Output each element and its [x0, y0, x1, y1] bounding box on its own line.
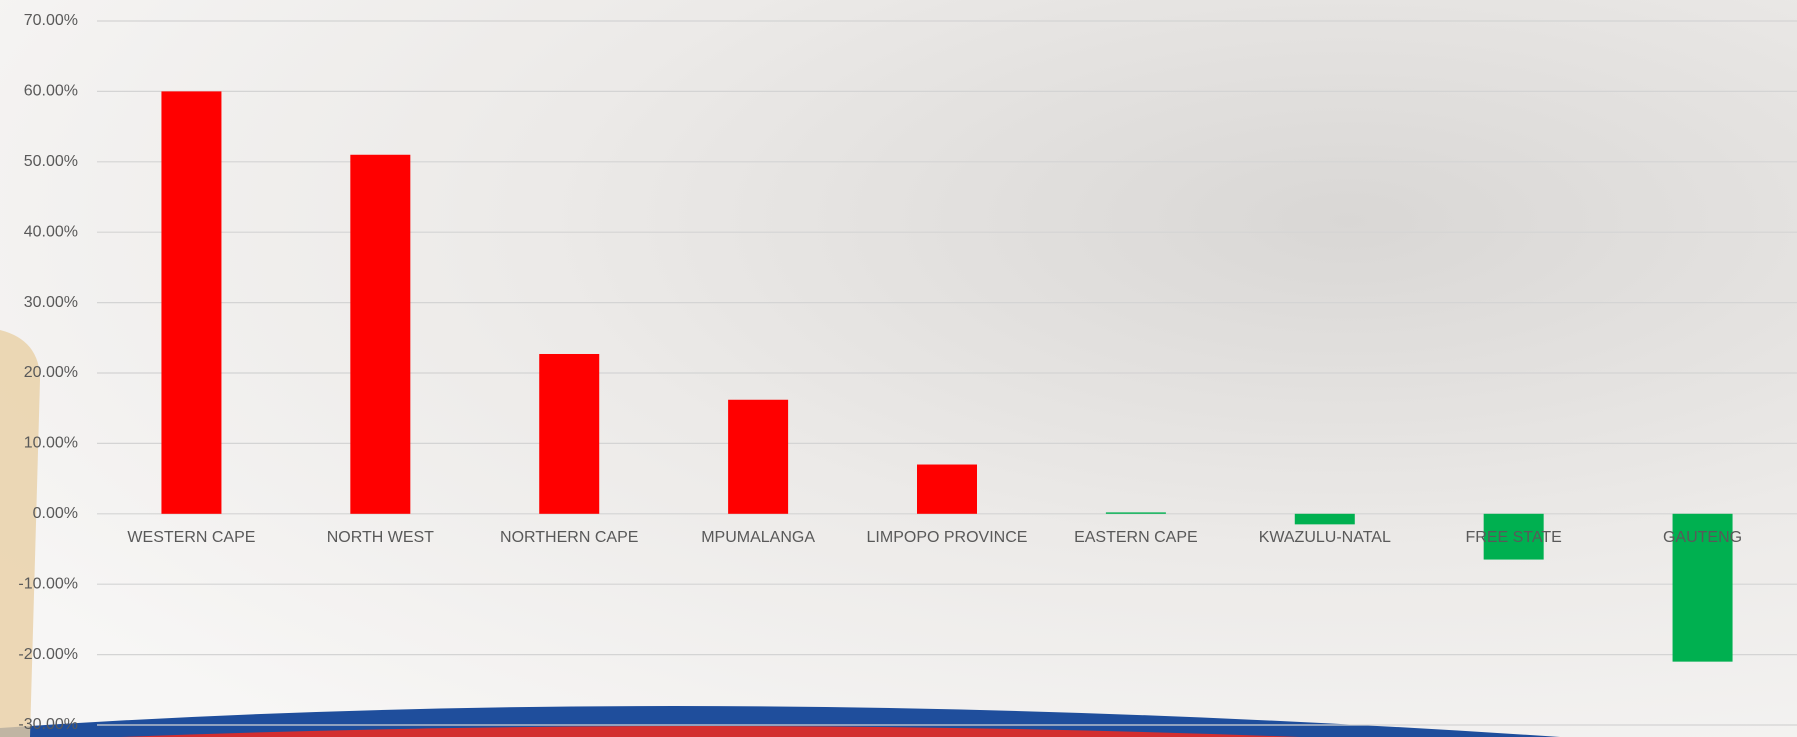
x-tick-label: EASTERN CAPE [1074, 529, 1198, 546]
y-tick-label: 20.00% [24, 364, 78, 381]
y-tick-label: -20.00% [18, 646, 78, 663]
decor-chess-piece [0, 330, 40, 737]
y-tick-label: 10.00% [24, 435, 78, 452]
x-tick-label: GAUTENG [1663, 529, 1742, 546]
x-tick-label: WESTERN CAPE [127, 529, 255, 546]
bar [728, 399, 789, 514]
y-tick-label: 50.00% [24, 153, 78, 170]
x-tick-label: KWAZULU-NATAL [1259, 529, 1391, 546]
bar [161, 91, 222, 514]
bar [1294, 513, 1355, 525]
y-tick-label: 40.00% [24, 223, 78, 240]
x-tick-label: FREE STATE [1466, 529, 1562, 546]
x-tick-label: NORTHERN CAPE [500, 529, 638, 546]
bar [350, 154, 411, 514]
y-tick-label: -30.00% [18, 716, 78, 733]
y-tick-label: 60.00% [24, 83, 78, 100]
bar [1483, 513, 1544, 560]
y-tick-label: 70.00% [24, 12, 78, 29]
y-tick-label: 30.00% [24, 294, 78, 311]
bar [1105, 512, 1166, 514]
x-tick-label: LIMPOPO PROVINCE [867, 529, 1028, 546]
decor-swoosh-red [120, 726, 1300, 737]
bar [539, 353, 600, 514]
y-tick-label: 0.00% [33, 505, 78, 522]
x-tick-label: NORTH WEST [327, 529, 434, 546]
x-tick-label: MPUMALANGA [701, 529, 815, 546]
bar [1672, 513, 1733, 662]
bar [917, 464, 977, 514]
y-tick-label: -10.00% [18, 575, 78, 592]
